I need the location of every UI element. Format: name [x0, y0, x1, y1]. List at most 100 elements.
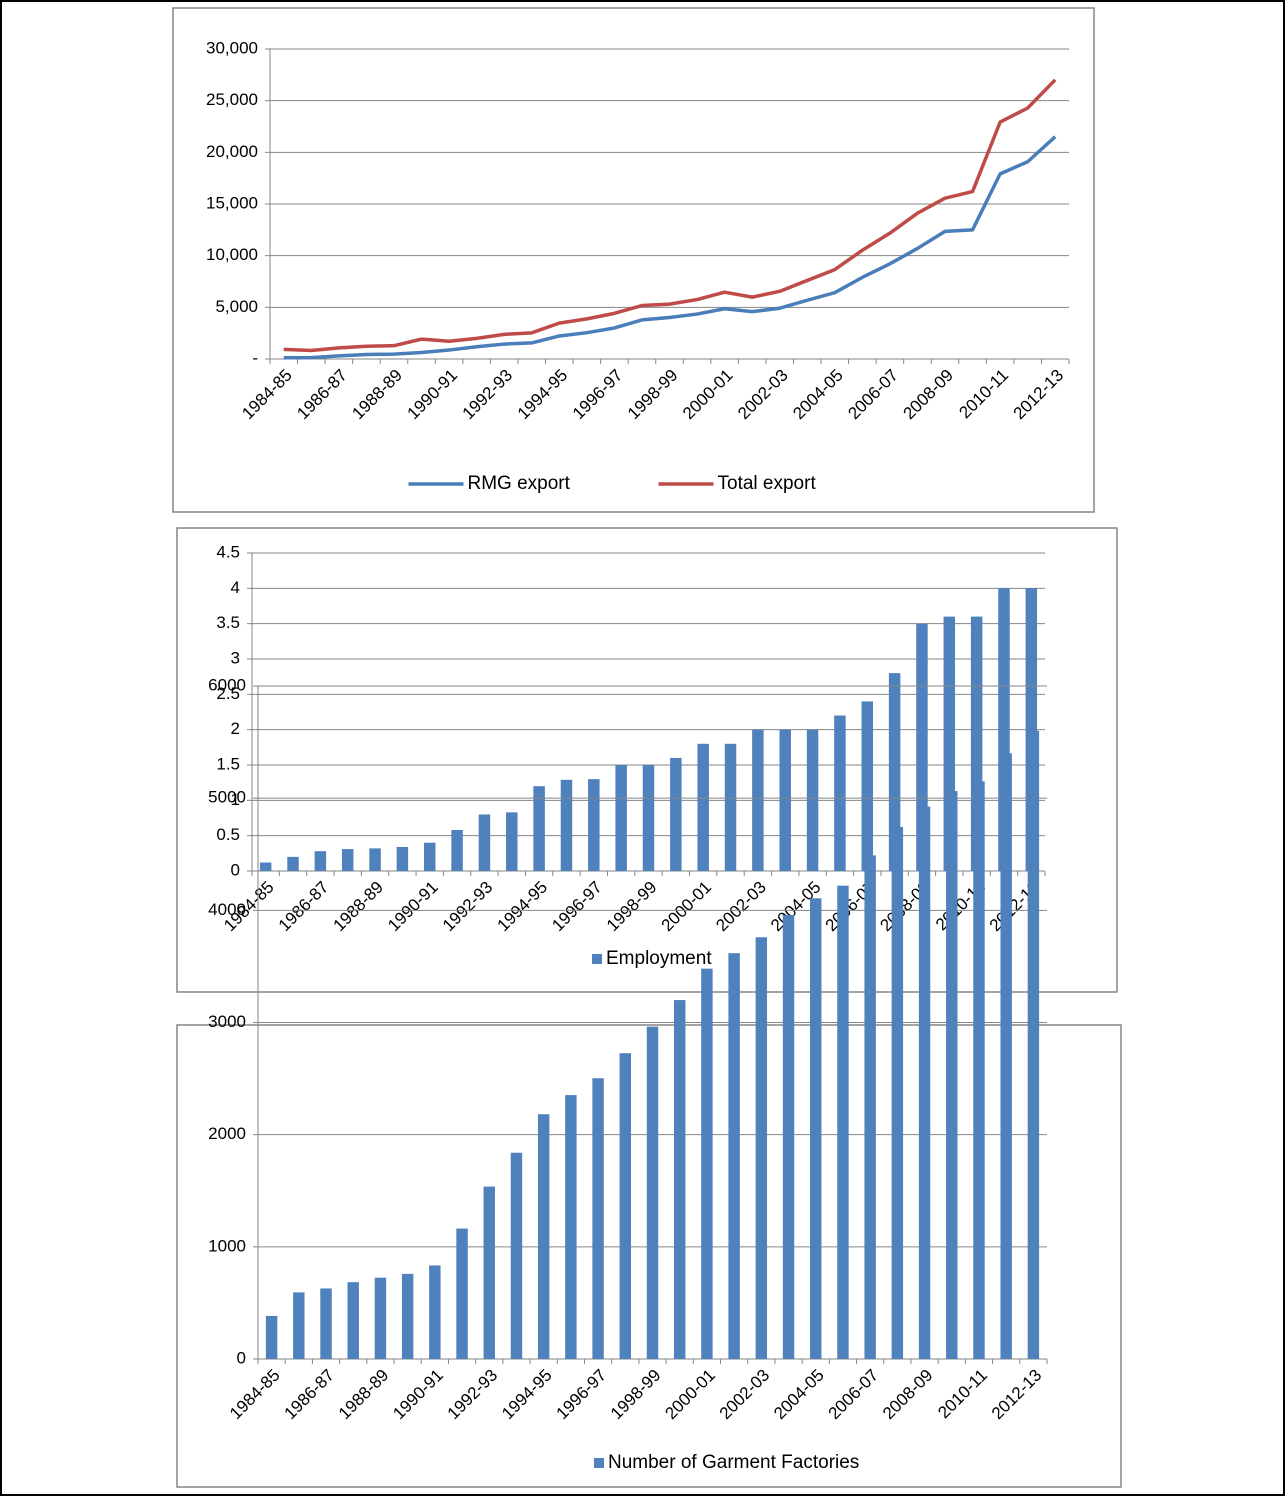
bar [779, 729, 791, 871]
line-series [283, 135, 1057, 360]
bar [320, 1288, 332, 1359]
x-tick-label: 2002-03 [712, 878, 770, 936]
bar [646, 1026, 659, 1359]
x-tick-label: 2000-01 [661, 1366, 719, 1424]
legend-label: RMG export [468, 473, 571, 494]
x-tick-label: 1984-85 [226, 1366, 284, 1424]
x-tick-label: 2012-13 [988, 1366, 1046, 1424]
y-tick-label: 30,000 [206, 38, 258, 57]
y-tick-label: 2 [231, 719, 240, 738]
y-tick-label: 2000 [208, 1124, 246, 1143]
legend-label: Total export [718, 473, 817, 494]
x-tick-label: 2000-01 [658, 878, 716, 936]
x-tick-label: 1984-85 [238, 366, 296, 424]
x-tick-label: 2002-03 [734, 366, 792, 424]
bar [998, 588, 1010, 871]
legend-label: Employment [606, 948, 712, 969]
line-series [283, 78, 1057, 353]
bar [287, 856, 299, 871]
bar [533, 786, 545, 871]
bar [973, 781, 985, 1359]
bar [1000, 753, 1012, 1359]
legend-swatch [592, 954, 602, 964]
x-tick-label: 1994-95 [514, 366, 572, 424]
bar [918, 806, 931, 1359]
chart-frame [176, 527, 1118, 993]
x-tick-label: 1986-87 [275, 878, 333, 936]
bar [837, 885, 849, 1359]
bar [347, 1282, 359, 1359]
bar [782, 915, 795, 1359]
bar [506, 812, 518, 871]
y-tick-label: - [252, 348, 258, 367]
chart-frame [176, 1024, 1122, 1488]
x-tick-label: 1988-89 [335, 1366, 393, 1424]
y-tick-label: 4000 [208, 900, 246, 919]
bar [701, 968, 713, 1359]
x-tick-label: 2008-09 [879, 1366, 937, 1424]
x-tick-label: 1988-89 [329, 878, 387, 936]
bar [619, 1053, 632, 1359]
y-tick-label: 5,000 [215, 297, 258, 316]
y-tick-label: 1 [231, 790, 240, 809]
x-tick-label: 2010-11 [955, 366, 1012, 423]
x-tick-label: 1992-93 [444, 1366, 502, 1424]
bar [369, 848, 381, 871]
x-tick-label: 2004-05 [789, 366, 847, 424]
bar [946, 791, 958, 1359]
bar [728, 953, 740, 1359]
x-tick-label: 1998-99 [624, 366, 682, 424]
bar [864, 855, 876, 1359]
x-tick-label: 1998-99 [603, 878, 661, 936]
x-tick-label: 1994-95 [498, 1366, 556, 1424]
x-tick-label: 1986-87 [280, 1366, 338, 1424]
y-tick-label: 1000 [208, 1236, 246, 1255]
y-tick-label: 10,000 [206, 245, 258, 264]
bar [451, 830, 463, 871]
y-tick-label: 1.5 [216, 754, 240, 773]
bar [314, 851, 327, 871]
bar [916, 623, 928, 871]
bar [423, 842, 436, 871]
x-tick-label: 2006-07 [844, 366, 902, 424]
y-tick-label: 6000 [208, 675, 246, 694]
x-tick-label: 1990-91 [404, 366, 462, 424]
bar [592, 1078, 604, 1359]
legend-label: Number of Garment Factories [608, 1452, 859, 1473]
bar [752, 729, 764, 871]
bar [565, 1095, 577, 1359]
bar [670, 757, 682, 871]
x-tick-label: 1996-97 [553, 1366, 611, 1424]
y-tick-label: 4 [231, 578, 240, 597]
x-tick-label: 1990-91 [389, 1366, 447, 1424]
y-tick-label: 3.5 [216, 613, 240, 632]
bar [724, 743, 737, 871]
bar [588, 779, 600, 871]
y-tick-label: 0 [231, 860, 240, 879]
y-tick-label: 4.5 [216, 542, 240, 561]
x-tick-label: 1994-95 [494, 878, 552, 936]
bar [429, 1265, 441, 1359]
y-tick-label: 3000 [208, 1012, 246, 1031]
bar [1027, 730, 1040, 1359]
bar [483, 1186, 495, 1359]
x-tick-label: 2008-09 [899, 366, 957, 424]
bar [810, 898, 822, 1359]
bar [478, 814, 491, 871]
x-tick-label: 1996-97 [548, 878, 606, 936]
bar [510, 1152, 523, 1359]
bar [259, 862, 272, 871]
bar [970, 616, 983, 871]
bar [806, 729, 819, 871]
bar [456, 1228, 468, 1359]
x-tick-label: 1988-89 [348, 366, 406, 424]
y-tick-label: 5000 [208, 788, 246, 807]
x-tick-label: 1990-91 [384, 878, 442, 936]
y-tick-label: 3 [231, 648, 240, 667]
bar [560, 779, 573, 871]
x-tick-label: 2002-03 [716, 1366, 774, 1424]
x-tick-label: 2004-05 [770, 1366, 828, 1424]
legend-swatch [594, 1458, 604, 1468]
y-tick-label: 0 [237, 1348, 246, 1367]
